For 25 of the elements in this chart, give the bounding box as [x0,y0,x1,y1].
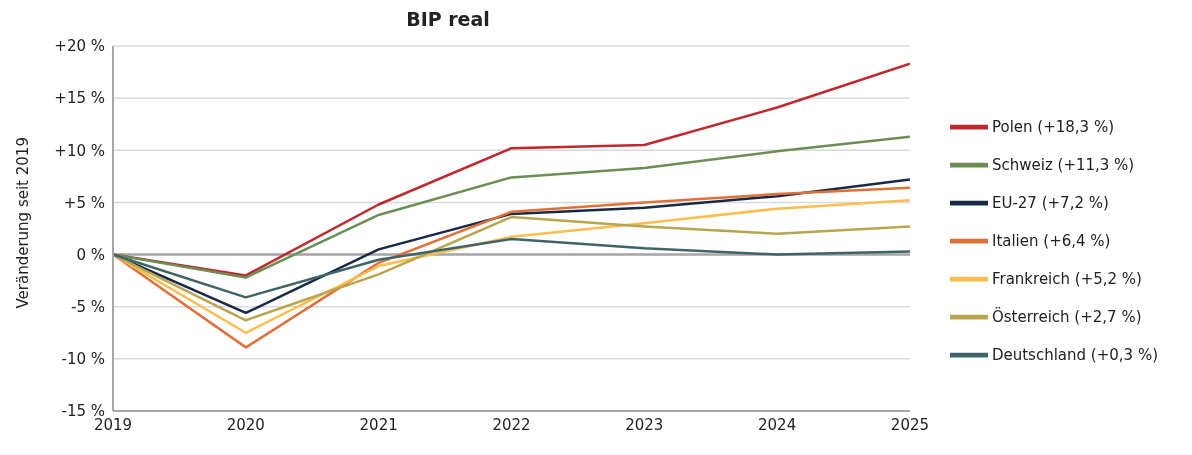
legend-label: Frankreich (+5,2 %) [991,269,1142,288]
x-tick-label: 2023 [625,415,664,434]
y-tick-label: +5 % [63,193,105,212]
legend-label: EU-27 (+7,2 %) [991,193,1109,212]
x-tick-label: 2024 [758,415,797,434]
x-tick-label: 2025 [890,415,930,434]
y-tick-label: 0 % [76,245,105,264]
y-tick-label: +10 % [54,141,105,160]
legend-label: Italien (+6,4 %) [991,231,1111,250]
y-axis-title: Veränderung seit 2019 [14,137,33,309]
line-series [113,215,910,322]
y-tick-label: +15 % [54,89,105,108]
y-tick-label: -10 % [61,350,105,369]
legend-label: Schweiz (+11,3 %) [991,155,1135,174]
y-tick-label: +20 % [54,37,105,56]
legend-label: Österreich (+2,7 %) [991,307,1142,326]
line-series [113,237,910,299]
line-series [113,186,910,349]
legend-label: Deutschland (+0,3 %) [991,345,1158,364]
x-tick-label: 2021 [359,415,398,434]
x-tick-label: 2020 [226,415,265,434]
chart-title: BIP real [405,8,491,32]
legend-label: Polen (+18,3 %) [991,117,1115,136]
x-tick-label: 2022 [492,415,531,434]
y-tick-label: -5 % [71,298,105,317]
